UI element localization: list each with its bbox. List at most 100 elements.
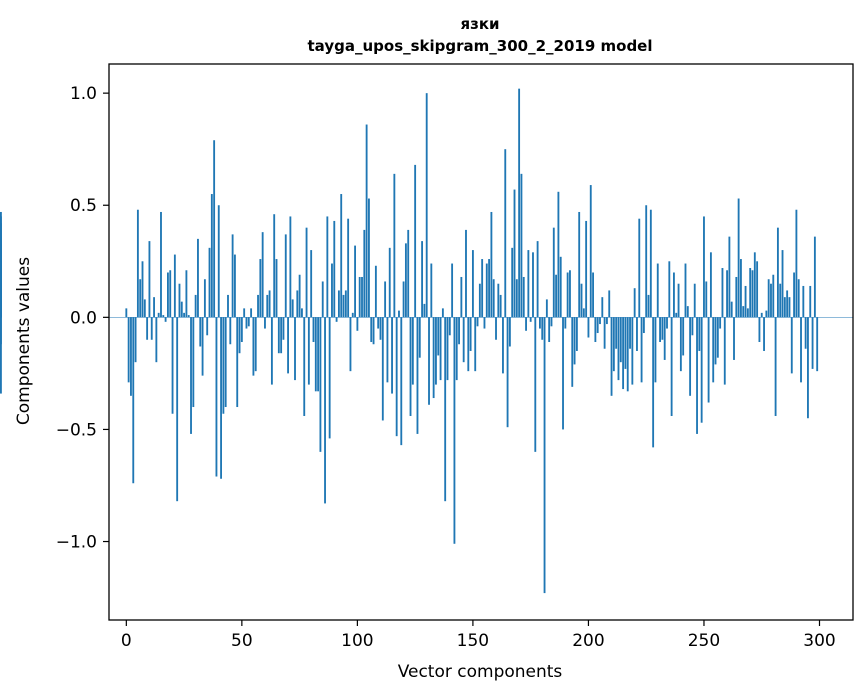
bar: [638, 218, 641, 318]
bar: [679, 317, 682, 372]
bar: [813, 236, 816, 318]
bar: [502, 317, 504, 374]
bar: [807, 317, 809, 419]
bar: [723, 317, 726, 385]
bar: [545, 299, 548, 318]
bar: [354, 245, 356, 318]
bar: [428, 317, 430, 405]
bar: [649, 209, 652, 318]
bar: [552, 227, 555, 318]
x-axis-ticks: 0 50 100 150 200 250 300: [121, 620, 836, 651]
bar: [575, 317, 578, 351]
bar: [488, 259, 491, 318]
bar: [749, 268, 752, 318]
bar: [400, 317, 403, 446]
bar: [578, 211, 581, 318]
bar: [430, 263, 433, 318]
bar: [677, 283, 680, 318]
bar: [409, 317, 412, 416]
bar: [647, 294, 650, 318]
bar: [770, 283, 772, 318]
bar: [474, 317, 477, 372]
bar: [594, 317, 597, 342]
bar: [758, 317, 761, 342]
bar: [481, 259, 484, 318]
bar: [610, 317, 613, 396]
bar: [460, 276, 463, 318]
bar: [187, 315, 190, 318]
bar: [257, 294, 259, 318]
bar: [349, 317, 352, 372]
x-tick-label: 100: [341, 631, 373, 651]
bar: [416, 317, 419, 434]
bar: [508, 317, 511, 347]
bar: [790, 317, 793, 374]
bar: [388, 247, 391, 318]
bar: [319, 317, 322, 452]
bar: [582, 308, 585, 318]
bar: [603, 317, 606, 349]
bar: [197, 238, 199, 318]
y-axis-ticks: −1.0 −0.5 0.0 0.5 1.0: [56, 84, 109, 553]
bar: [254, 317, 257, 372]
bar: [284, 234, 287, 318]
bar: [559, 256, 562, 318]
bar: [619, 317, 622, 363]
bar: [569, 270, 571, 318]
bar: [301, 308, 303, 318]
bar: [522, 276, 525, 318]
bar: [384, 281, 387, 318]
bar: [668, 261, 671, 318]
bar: [779, 283, 782, 318]
bar: [206, 317, 209, 336]
y-tick-label: 1.0: [70, 84, 97, 104]
bar: [469, 317, 472, 351]
bar: [143, 299, 146, 318]
bar: [395, 317, 398, 437]
bar: [171, 317, 174, 414]
bar: [525, 317, 527, 331]
bar: [423, 303, 426, 318]
bar: [340, 194, 343, 318]
bar: [471, 250, 474, 318]
bar: [564, 317, 567, 329]
bar: [772, 274, 775, 318]
bar: [499, 294, 502, 318]
bar: [716, 317, 719, 358]
bar: [562, 317, 564, 430]
bar: [700, 317, 703, 423]
bar: [624, 317, 627, 369]
bar: [335, 317, 338, 322]
x-tick-label: 250: [688, 631, 720, 651]
bar: [141, 261, 144, 318]
bar: [291, 299, 294, 318]
bar: [781, 250, 784, 318]
bar: [444, 317, 447, 502]
bar: [742, 306, 745, 318]
bar: [229, 317, 232, 345]
bar: [215, 317, 218, 477]
bar: [227, 294, 229, 318]
bar: [139, 279, 142, 318]
bar: [305, 227, 308, 318]
bar: [132, 317, 135, 484]
bar: [515, 279, 518, 318]
bar: [411, 317, 414, 385]
bar: [728, 236, 731, 318]
bar: [337, 290, 340, 318]
bar: [659, 317, 661, 342]
bar: [640, 317, 643, 383]
bar: [617, 317, 620, 381]
bar: [446, 317, 449, 381]
bar: [504, 149, 507, 318]
bar: [130, 317, 132, 396]
bar: [321, 281, 324, 318]
bar: [210, 194, 213, 318]
bar: [776, 227, 779, 318]
bar: [148, 241, 151, 318]
bar: [192, 317, 195, 408]
bar: [439, 317, 442, 381]
bar: [437, 317, 440, 356]
bar: [684, 263, 687, 318]
bar: [331, 263, 333, 318]
